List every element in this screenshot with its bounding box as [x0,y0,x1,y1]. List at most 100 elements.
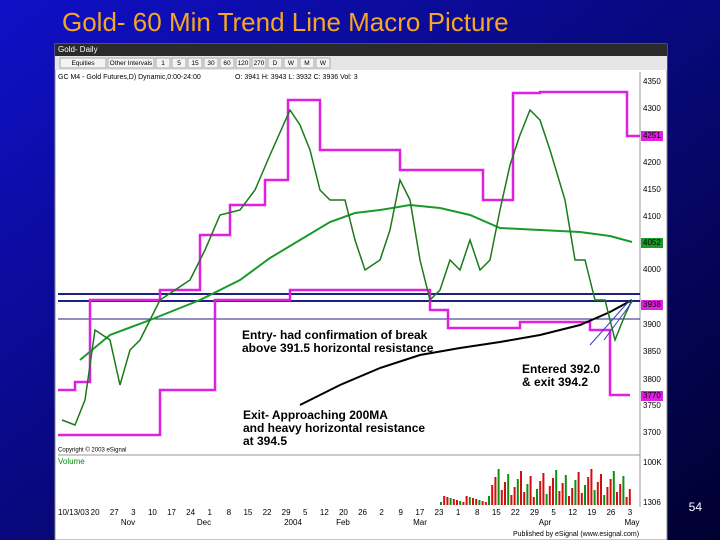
date-label: 10 [148,508,157,517]
toolbar-label: 1 [161,60,165,67]
toolbar-label: 5 [177,60,181,67]
volume-bar [520,471,522,505]
volume-axis-label: 1306 [643,498,661,507]
volume-bar [472,498,474,505]
volume-bar [484,502,487,505]
volume-bar [619,484,622,505]
volume-bar [523,492,526,505]
volume-bar [504,482,506,505]
volume-bar [574,480,577,505]
volume-bar [600,474,602,505]
toolbar-label: 15 [191,60,199,67]
volume-bar [465,496,468,505]
volume-bar [539,481,542,505]
volume-bar [609,479,612,505]
date-label: 29 [282,508,291,517]
publisher: Published by eSignal (www.esignal.com) [513,531,639,538]
toolbar-label: D [273,60,278,67]
volume-bar [507,474,510,505]
toolbar-label: W [288,60,295,67]
toolbar-button [203,57,219,69]
volume-bar [510,495,513,505]
header: GC M4 - Gold Futures,D) Dynamic,0:00-24:… [58,74,201,81]
toolbar-button [235,57,251,69]
price-label: 3900 [643,320,661,329]
toolbar-button [299,57,315,69]
volume-bar [494,477,497,505]
date-label: 26 [606,508,615,517]
price-box [641,391,663,401]
price-box [641,131,663,141]
toolbar-label: 30 [207,60,215,67]
price-label: 4100 [643,212,661,221]
channel-upper [58,90,640,392]
volume-bar [580,493,583,505]
date-label: 8 [227,508,232,517]
volume-bar [587,477,590,505]
date-label: 12 [568,508,577,517]
date-label: 1 [207,508,212,517]
volume-bar [568,496,570,505]
toolbar-label: Equities [71,60,95,67]
annotation: at 394.5 [243,434,287,448]
volume-bar [452,499,455,505]
price-box [641,238,663,248]
date-label: 24 [186,508,195,517]
month-label: Feb [336,518,350,527]
volume-bar [542,473,545,505]
volume-bar [475,499,478,505]
date-label: 20 [91,508,100,517]
date-label: 5 [303,508,308,517]
price-label: 3800 [643,375,661,384]
volume-bar [513,487,516,505]
volume-bar [462,502,465,505]
toolbar-label: W [320,60,327,67]
toolbar-button [107,57,155,69]
volume-bar [628,489,631,505]
toolbar-label: 270 [254,60,265,67]
date-label: 19 [587,508,596,517]
page-number: 54 [689,500,703,514]
annotation: Entry- had confirmation of break [242,328,428,342]
month-label: Apr [539,518,552,527]
volume-bar [468,497,471,505]
date-label: 8 [475,508,480,517]
price-label: 3700 [643,428,661,437]
toolbar-button [315,57,331,69]
volume-axis-label: 100K [643,458,662,467]
axes: 4350 4300 4200 4150 4100 4000 3900 3850 3800 3750… [58,77,663,527]
annotation: above 391.5 horizontal resistance [242,341,434,355]
date-label: 17 [415,508,424,517]
date-label: 2 [379,508,384,517]
date-label: 15 [492,508,501,517]
price [61,108,633,426]
price-box-label: 3770 [643,391,661,400]
date-label: 23 [435,508,444,517]
date-label: 3 [131,508,136,517]
volume-bar [526,484,529,505]
date-label: 9 [399,508,404,517]
volume-bar [561,483,564,505]
volume-bar [545,494,548,505]
toolbar-label: M [304,60,309,67]
price-label: 3750 [643,401,661,410]
date-label: 1 [456,508,461,517]
trendline [603,301,633,341]
tab-bar [55,44,667,56]
volume-bars [440,469,631,505]
volume-label: Volume [58,457,85,466]
volume-bar [590,469,593,505]
slide-title: Gold- 60 Min Trend Line Macro Picture [62,7,509,37]
moving-average-200 [299,299,633,406]
volume-bar [577,472,580,505]
volume-bar [596,482,599,505]
volume-bar [558,491,561,505]
volume-bar [532,497,535,505]
price-label: 4200 [643,158,661,167]
date-label: 22 [511,508,520,517]
toolbar-button [251,57,267,69]
month-label: 2004 [284,518,302,527]
price-box-label: 4251 [643,131,661,140]
trendline [589,299,631,346]
